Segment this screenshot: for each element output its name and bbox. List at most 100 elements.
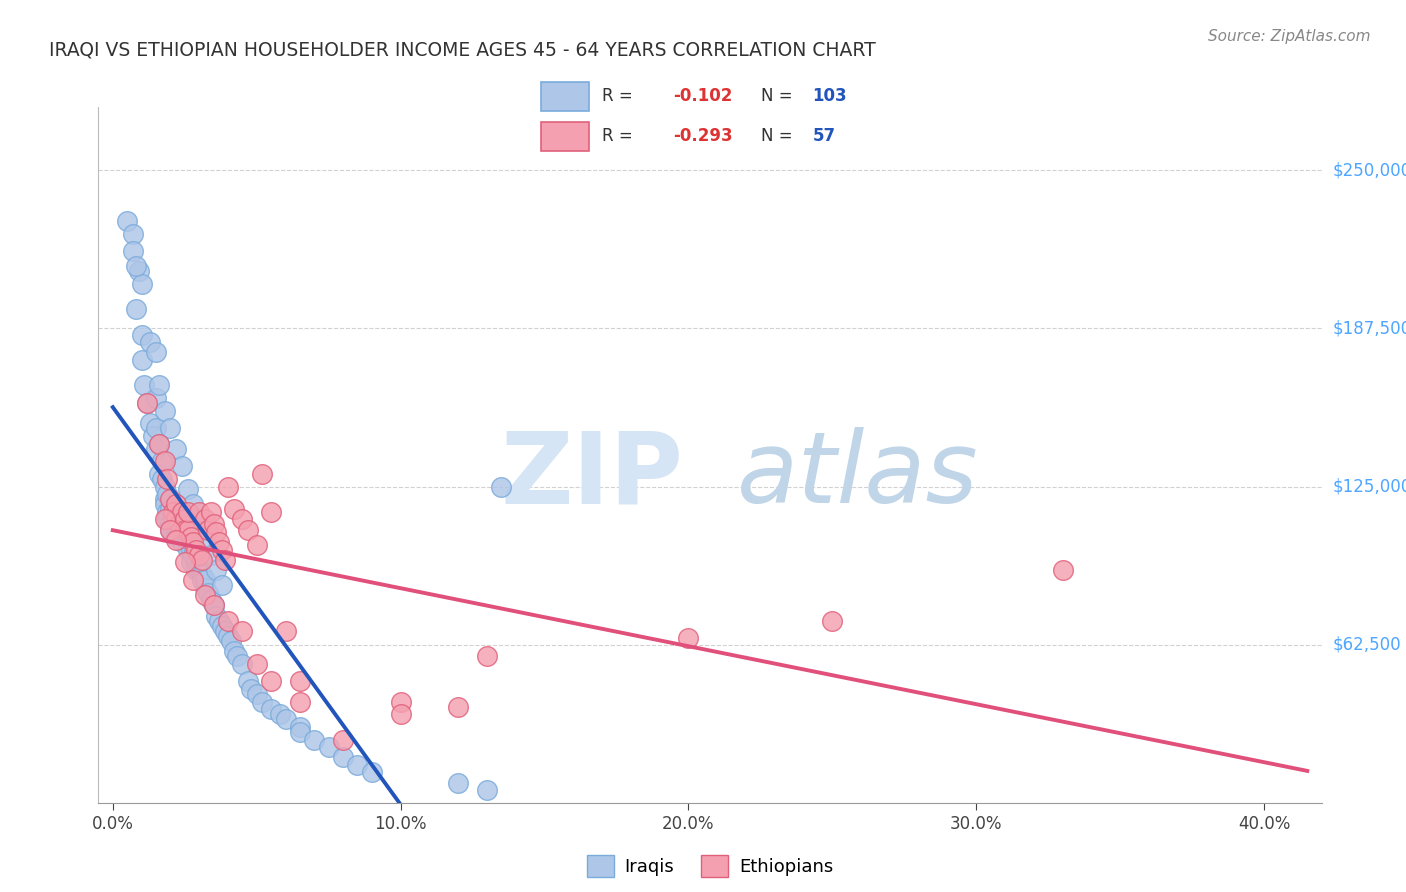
Point <box>188 505 211 519</box>
Point <box>180 530 202 544</box>
Point <box>165 530 187 544</box>
Text: -0.102: -0.102 <box>673 87 733 105</box>
Point <box>173 530 195 544</box>
Point <box>170 535 193 549</box>
Point <box>173 556 195 570</box>
Point <box>176 535 198 549</box>
Point <box>246 538 269 552</box>
Point <box>191 568 214 582</box>
Point <box>183 573 205 587</box>
Point <box>159 421 181 435</box>
Point <box>231 512 253 526</box>
Point <box>236 674 259 689</box>
Point <box>208 535 231 549</box>
Point <box>447 775 470 789</box>
Point <box>165 523 187 537</box>
Point <box>274 712 297 726</box>
Point <box>188 548 211 562</box>
Point <box>288 725 311 739</box>
Point <box>183 535 205 549</box>
Text: $187,500: $187,500 <box>1333 319 1406 337</box>
Text: atlas: atlas <box>737 427 979 524</box>
FancyBboxPatch shape <box>541 122 589 151</box>
Point <box>231 624 253 638</box>
Point <box>304 732 326 747</box>
Point <box>139 417 162 431</box>
Point <box>159 523 181 537</box>
Point <box>165 509 187 524</box>
Text: -0.293: -0.293 <box>673 128 733 145</box>
Point <box>678 632 700 646</box>
Point <box>260 674 283 689</box>
Point <box>225 648 247 663</box>
Point <box>176 523 198 537</box>
Point <box>145 442 167 456</box>
Point <box>186 563 208 577</box>
Point <box>136 396 159 410</box>
Point <box>214 553 236 567</box>
Point <box>202 517 225 532</box>
Point <box>194 573 217 587</box>
Point <box>183 497 205 511</box>
Point <box>200 548 222 562</box>
Point <box>173 523 195 537</box>
Point <box>170 525 193 540</box>
Point <box>389 707 412 722</box>
Point <box>131 277 153 292</box>
Point <box>162 505 184 519</box>
Point <box>222 502 245 516</box>
Point <box>205 608 228 623</box>
Point <box>222 644 245 658</box>
Point <box>360 765 382 780</box>
Legend: Iraqis, Ethiopians: Iraqis, Ethiopians <box>579 847 841 884</box>
Text: R =: R = <box>602 87 638 105</box>
Point <box>475 783 498 797</box>
Point <box>176 542 198 557</box>
Point <box>156 472 179 486</box>
Text: ZIP: ZIP <box>501 427 683 524</box>
Point <box>1052 563 1074 577</box>
Point <box>219 633 242 648</box>
Point <box>205 563 228 577</box>
Point <box>260 702 283 716</box>
Point <box>131 327 153 342</box>
Point <box>205 525 228 540</box>
Point <box>176 523 198 537</box>
Point <box>332 732 354 747</box>
Point <box>173 525 195 540</box>
Point <box>188 512 211 526</box>
Point <box>122 227 145 241</box>
Point <box>211 578 233 592</box>
Point <box>153 497 176 511</box>
Point <box>332 750 354 764</box>
Point <box>156 487 179 501</box>
Point <box>188 563 211 577</box>
Point <box>176 482 198 496</box>
Point <box>122 244 145 259</box>
Point <box>447 699 470 714</box>
Point <box>159 502 181 516</box>
Point <box>150 472 173 486</box>
Point <box>180 556 202 570</box>
Text: $125,000: $125,000 <box>1333 477 1406 496</box>
Point <box>231 657 253 671</box>
Point <box>217 629 239 643</box>
Point <box>148 467 170 481</box>
Point <box>200 593 222 607</box>
Point <box>217 614 239 628</box>
Point <box>136 396 159 410</box>
Point <box>821 614 844 628</box>
Point <box>167 512 190 526</box>
Point <box>148 378 170 392</box>
Point <box>288 695 311 709</box>
Point <box>246 657 269 671</box>
Point <box>208 614 231 628</box>
Point <box>180 542 202 557</box>
Point <box>211 542 233 557</box>
Point <box>176 505 198 519</box>
FancyBboxPatch shape <box>541 82 589 111</box>
Point <box>145 391 167 405</box>
Text: 103: 103 <box>813 87 846 105</box>
Point <box>165 505 187 519</box>
Point <box>159 492 181 507</box>
